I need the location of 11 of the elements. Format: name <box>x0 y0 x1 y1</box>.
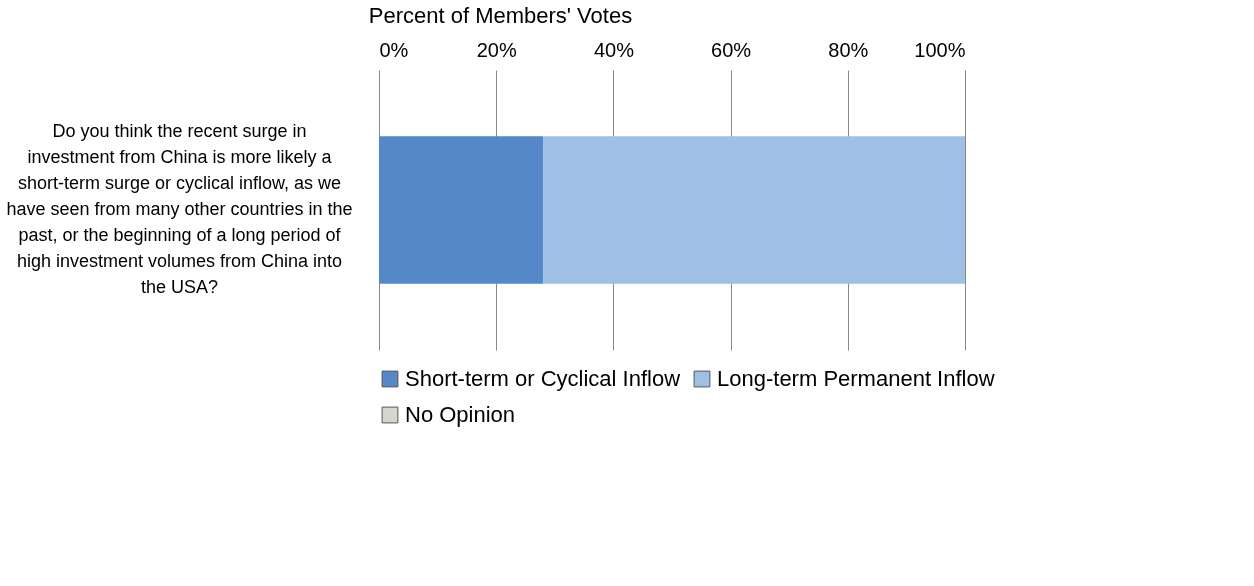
x-tick-label: 100% <box>914 38 966 61</box>
legend-label: Long-term Permanent Inflow <box>717 366 995 391</box>
y-tick-label: Do you think the recent surge in investment from China is more likely a short-term surge or cyclical inflow, as we have seen from many other countries in the past, or the beginning of a long period of high investment volumes from China into the USA? <box>6 121 353 297</box>
legend-label: Short-term or Cyclical Inflow <box>405 366 681 391</box>
x-tick-label: 60% <box>711 38 752 61</box>
x-tick-label: 40% <box>593 38 635 61</box>
legend-label: No Opinion <box>405 402 516 427</box>
x-tick-label: 80% <box>828 38 869 61</box>
chart-title: Percent of Members' Votes <box>368 3 633 28</box>
x-tick-label: 20% <box>476 38 517 61</box>
x-tick-label: 0% <box>379 38 409 61</box>
